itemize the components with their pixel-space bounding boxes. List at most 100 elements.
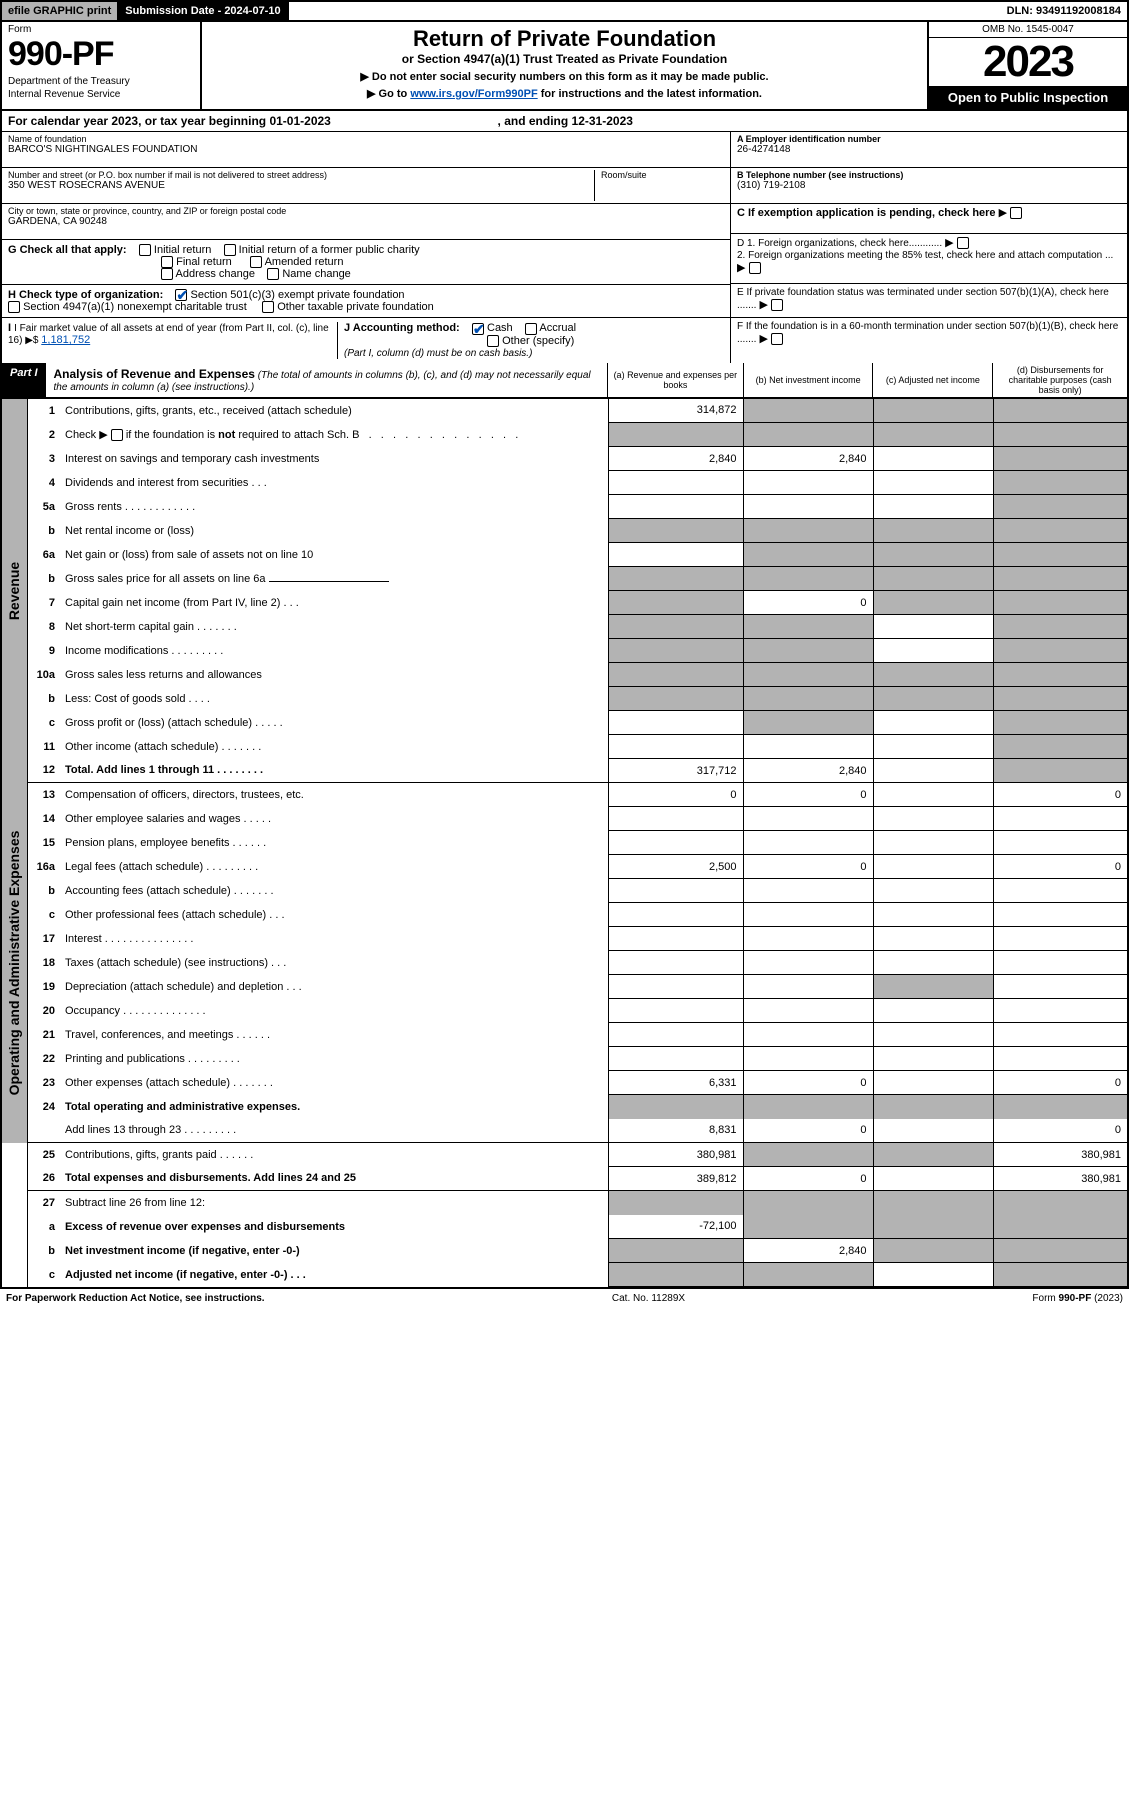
table-row: 20Occupancy . . . . . . . . . . . . . . [1, 999, 1128, 1023]
city-value: GARDENA, CA 90248 [8, 216, 724, 227]
address-change-checkbox[interactable] [161, 268, 173, 280]
address-label: Number and street (or P.O. box number if… [8, 170, 594, 180]
col-a-header: (a) Revenue and expenses per books [608, 363, 743, 397]
city-label: City or town, state or province, country… [8, 206, 724, 216]
dept-treasury: Department of the Treasury [8, 76, 194, 87]
ssn-warning: ▶ Do not enter social security numbers o… [210, 70, 919, 83]
foundation-name: BARCO'S NIGHTINGALES FOUNDATION [8, 144, 724, 155]
table-row: 16aLegal fees (attach schedule) . . . . … [1, 855, 1128, 879]
table-row: 8Net short-term capital gain . . . . . .… [1, 615, 1128, 639]
open-public-badge: Open to Public Inspection [929, 86, 1127, 109]
table-row: Operating and Administrative Expenses 13… [1, 783, 1128, 807]
table-row: 11Other income (attach schedule) . . . .… [1, 735, 1128, 759]
form-title: Return of Private Foundation [210, 26, 919, 52]
c-label: C If exemption application is pending, c… [737, 207, 996, 219]
page-footer: For Paperwork Reduction Act Notice, see … [0, 1287, 1129, 1308]
fmv-value: 1,181,752 [41, 334, 90, 346]
cash-checkbox[interactable] [472, 323, 484, 335]
table-row: cAdjusted net income (if negative, enter… [1, 1263, 1128, 1287]
table-row: 14Other employee salaries and wages . . … [1, 807, 1128, 831]
4947-checkbox[interactable] [8, 301, 20, 313]
ein-label: A Employer identification number [737, 134, 1121, 144]
amended-return-checkbox[interactable] [250, 256, 262, 268]
e-checkbox[interactable] [771, 299, 783, 311]
table-row: 22Printing and publications . . . . . . … [1, 1047, 1128, 1071]
table-row: 23Other expenses (attach schedule) . . .… [1, 1071, 1128, 1095]
ein-value: 26-4274148 [737, 144, 1121, 155]
room-label: Room/suite [601, 170, 724, 180]
top-bar: efile GRAPHIC print Submission Date - 20… [0, 0, 1129, 22]
col-c-header: (c) Adjusted net income [872, 363, 992, 397]
501c3-checkbox[interactable] [175, 289, 187, 301]
calendar-year-row: For calendar year 2023, or tax year begi… [0, 111, 1129, 132]
table-row: 4Dividends and interest from securities … [1, 471, 1128, 495]
table-row: 15Pension plans, employee benefits . . .… [1, 831, 1128, 855]
table-row: 3Interest on savings and temporary cash … [1, 447, 1128, 471]
table-row: 9Income modifications . . . . . . . . . [1, 639, 1128, 663]
col-d-header: (d) Disbursements for charitable purpose… [992, 363, 1127, 397]
expenses-sidelabel: Operating and Administrative Expenses [6, 830, 22, 1095]
table-row: 26Total expenses and disbursements. Add … [1, 1167, 1128, 1191]
table-row: 18Taxes (attach schedule) (see instructi… [1, 951, 1128, 975]
schb-checkbox[interactable] [111, 429, 123, 441]
submission-date: Submission Date - 2024-07-10 [119, 2, 288, 20]
info-section: Name of foundation BARCO'S NIGHTINGALES … [0, 132, 1129, 363]
table-row: 17Interest . . . . . . . . . . . . . . . [1, 927, 1128, 951]
name-change-checkbox[interactable] [267, 268, 279, 280]
table-row: 10aGross sales less returns and allowanc… [1, 663, 1128, 687]
phone-value: (310) 719-2108 [737, 180, 1121, 191]
goto-note: ▶ Go to www.irs.gov/Form990PF for instru… [210, 87, 919, 100]
d2-checkbox[interactable] [749, 262, 761, 274]
form-number: 990-PF [8, 35, 194, 74]
table-row: aExcess of revenue over expenses and dis… [1, 1215, 1128, 1239]
revenue-sidelabel: Revenue [6, 561, 22, 619]
table-row: bNet investment income (if negative, ent… [1, 1239, 1128, 1263]
table-row: bGross sales price for all assets on lin… [1, 567, 1128, 591]
irs-link[interactable]: www.irs.gov/Form990PF [410, 88, 537, 100]
table-row: 21Travel, conferences, and meetings . . … [1, 1023, 1128, 1047]
address-value: 350 WEST ROSECRANS AVENUE [8, 180, 594, 191]
f-checkbox[interactable] [771, 333, 783, 345]
f-label: F If the foundation is in a 60-month ter… [737, 321, 1118, 345]
table-row: cGross profit or (loss) (attach schedule… [1, 711, 1128, 735]
table-row: 7Capital gain net income (from Part IV, … [1, 591, 1128, 615]
table-row: 19Depreciation (attach schedule) and dep… [1, 975, 1128, 999]
name-label: Name of foundation [8, 134, 724, 144]
c-checkbox[interactable] [1010, 207, 1022, 219]
efile-label: efile GRAPHIC print [2, 2, 119, 20]
tax-year: 2023 [929, 38, 1127, 86]
dln: DLN: 93491192008184 [1001, 2, 1127, 20]
other-method-checkbox[interactable] [487, 335, 499, 347]
table-row: 5aGross rents . . . . . . . . . . . . [1, 495, 1128, 519]
table-row: 27Subtract line 26 from line 12: [1, 1191, 1128, 1215]
d1-checkbox[interactable] [957, 237, 969, 249]
h-check-row: H Check type of organization: Section 50… [2, 285, 730, 318]
table-row: bLess: Cost of goods sold . . . . [1, 687, 1128, 711]
table-row: 25Contributions, gifts, grants paid . . … [1, 1143, 1128, 1167]
initial-former-checkbox[interactable] [224, 244, 236, 256]
part1-table: Revenue 1 Contributions, gifts, grants, … [0, 399, 1129, 1288]
initial-return-checkbox[interactable] [139, 244, 151, 256]
table-row: bNet rental income or (loss) [1, 519, 1128, 543]
e-label: E If private foundation status was termi… [737, 287, 1109, 311]
d2-label: 2. Foreign organizations meeting the 85%… [737, 250, 1113, 261]
form-footer-label: Form 990-PF (2023) [1032, 1293, 1123, 1304]
g-check-row: G Check all that apply: Initial return I… [2, 240, 730, 285]
table-row: cOther professional fees (attach schedul… [1, 903, 1128, 927]
table-row: 6aNet gain or (loss) from sale of assets… [1, 543, 1128, 567]
accrual-checkbox[interactable] [525, 323, 537, 335]
form-header: Form 990-PF Department of the Treasury I… [0, 22, 1129, 111]
table-row: bAccounting fees (attach schedule) . . .… [1, 879, 1128, 903]
other-taxable-checkbox[interactable] [262, 301, 274, 313]
col-b-header: (b) Net investment income [743, 363, 873, 397]
paperwork-notice: For Paperwork Reduction Act Notice, see … [6, 1293, 265, 1304]
table-row: Add lines 13 through 23 . . . . . . . . … [1, 1119, 1128, 1143]
form-label: Form [8, 24, 194, 35]
table-row: 12Total. Add lines 1 through 11 . . . . … [1, 759, 1128, 783]
table-row: Revenue 1 Contributions, gifts, grants, … [1, 399, 1128, 423]
dept-irs: Internal Revenue Service [8, 89, 194, 100]
table-row: 2Check ▶ if the foundation is not requir… [1, 423, 1128, 447]
omb-number: OMB No. 1545-0047 [929, 22, 1127, 38]
final-return-checkbox[interactable] [161, 256, 173, 268]
phone-label: B Telephone number (see instructions) [737, 170, 1121, 180]
